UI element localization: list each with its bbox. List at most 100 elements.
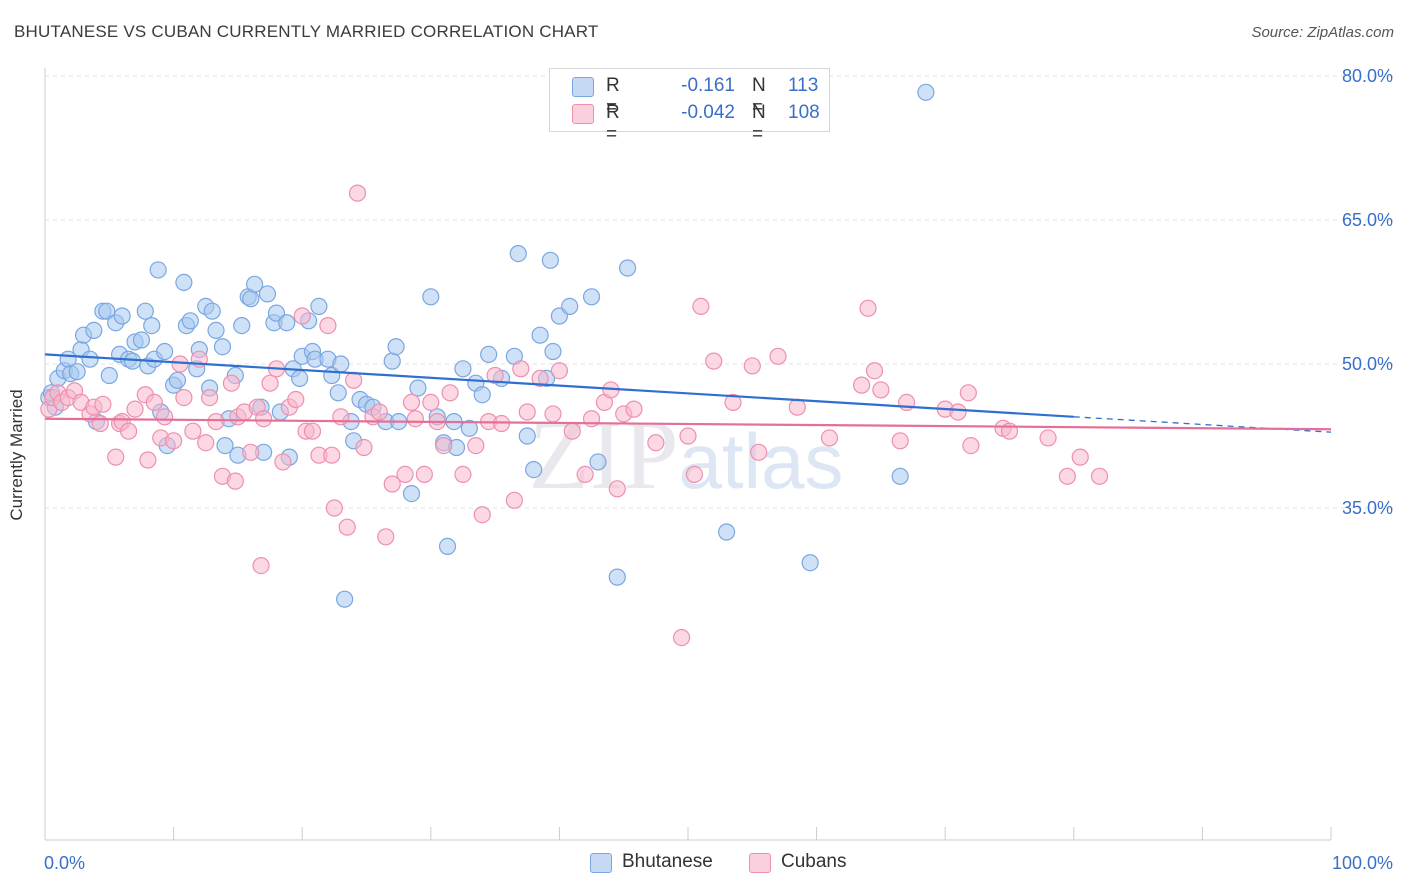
cubans-point bbox=[544, 405, 562, 423]
legend-swatch-cubans bbox=[749, 853, 771, 873]
bhutanese-point bbox=[531, 326, 549, 344]
cubans-point bbox=[94, 395, 112, 413]
bhutanese-point bbox=[387, 338, 405, 356]
bhutanese-point bbox=[383, 352, 401, 370]
cubans-point bbox=[377, 528, 395, 546]
chart-title: BHUTANESE VS CUBAN CURRENTLY MARRIED COR… bbox=[14, 22, 599, 41]
cubans-point bbox=[865, 362, 884, 380]
bhutanese-point bbox=[132, 331, 151, 349]
cubans-point bbox=[625, 400, 643, 418]
cubans-point bbox=[512, 360, 530, 378]
bhutanese-point bbox=[329, 384, 347, 402]
bhutanese-point bbox=[454, 360, 472, 378]
bhutanese-point bbox=[216, 437, 234, 455]
cubans-point bbox=[576, 465, 594, 483]
bhutanese-trend-line bbox=[44, 353, 1074, 418]
cubans-point bbox=[402, 393, 421, 411]
bhutanese-point bbox=[242, 290, 260, 308]
legend-label: Bhutanese bbox=[622, 851, 713, 872]
bhutanese-point bbox=[233, 317, 251, 335]
bhutanese-point bbox=[207, 321, 225, 339]
cubans-point bbox=[325, 499, 343, 517]
cubans-point bbox=[415, 465, 433, 483]
bhutanese-point bbox=[544, 342, 562, 361]
cubans-point bbox=[550, 362, 569, 380]
bhutanese-point bbox=[917, 83, 935, 101]
bhutanese-point bbox=[422, 288, 440, 306]
legend-r-value: -0.042 bbox=[681, 102, 735, 123]
trend-lines bbox=[44, 353, 1332, 433]
bhutanese-point bbox=[561, 297, 579, 315]
cubans-point bbox=[486, 366, 504, 385]
cubans-point bbox=[338, 518, 356, 536]
cubans-trend-line bbox=[44, 417, 1332, 431]
cubans-point bbox=[406, 410, 424, 428]
y-tick-label: 50.0% bbox=[1342, 354, 1393, 374]
y-tick-label: 35.0% bbox=[1342, 498, 1393, 518]
cubans-point bbox=[107, 448, 125, 466]
bhutanese-point bbox=[213, 338, 232, 356]
cubans-point bbox=[872, 381, 890, 399]
cubans-point bbox=[126, 400, 144, 418]
bhutanese-point bbox=[891, 467, 909, 485]
cubans-point bbox=[261, 374, 279, 392]
cubans-point bbox=[743, 357, 761, 375]
bhutanese-point bbox=[618, 259, 637, 277]
cubans-point bbox=[345, 371, 363, 389]
cubans-point bbox=[853, 376, 871, 394]
cubans-point bbox=[293, 307, 311, 325]
legend-label: Cubans bbox=[781, 851, 847, 872]
cubans-point bbox=[91, 414, 109, 433]
bhutanese-point bbox=[175, 273, 193, 291]
cubans-point bbox=[820, 429, 839, 447]
cubans-point bbox=[441, 384, 459, 402]
cubans-point bbox=[608, 480, 626, 498]
cubans-point bbox=[891, 432, 909, 450]
cubans-point bbox=[454, 465, 472, 483]
cubans-point bbox=[679, 427, 697, 445]
legend-swatch-cubans bbox=[572, 104, 594, 124]
bhutanese-point bbox=[509, 245, 527, 263]
cubans-point bbox=[435, 437, 453, 455]
bhutanese-point bbox=[181, 312, 199, 330]
cubans-point bbox=[197, 434, 215, 452]
cubans-point bbox=[962, 437, 980, 455]
cubans-point bbox=[207, 413, 225, 431]
bhutanese-point bbox=[518, 427, 536, 445]
cubans-point bbox=[959, 384, 977, 402]
bhutanese-point bbox=[525, 461, 543, 479]
bhutanese-point bbox=[85, 321, 103, 339]
tick-labels: 35.0% 50.0% 65.0% 80.0% 0.0% 100.0% bbox=[44, 66, 1393, 873]
bhutanese-point bbox=[310, 297, 328, 315]
cubans-point bbox=[242, 443, 260, 461]
watermark-atlas: atlas bbox=[679, 417, 844, 505]
cubans-point bbox=[705, 352, 723, 370]
cubans-point bbox=[175, 389, 193, 407]
cubans-point bbox=[184, 422, 202, 440]
cubans-point bbox=[139, 451, 157, 469]
cubans-point bbox=[672, 628, 691, 647]
cubans-point bbox=[769, 347, 787, 365]
cubans-point bbox=[323, 446, 341, 464]
bhutanese-point bbox=[100, 366, 118, 385]
bhutanese-point bbox=[278, 314, 296, 332]
cubans-point bbox=[396, 465, 414, 483]
cubans-point bbox=[145, 393, 163, 411]
watermark: ZIPatlas bbox=[529, 399, 844, 510]
cubans-point bbox=[724, 393, 742, 411]
bhutanese-point bbox=[409, 379, 427, 397]
bhutanese-point bbox=[203, 302, 221, 320]
bhutanese-point bbox=[717, 523, 736, 541]
source-label: Source: ZipAtlas.com bbox=[1251, 24, 1394, 41]
bhutanese-point bbox=[541, 251, 559, 269]
bhutanese-point bbox=[246, 275, 264, 293]
cubans-point bbox=[165, 432, 183, 450]
cubans-point bbox=[252, 556, 270, 575]
bhutanese-point bbox=[143, 317, 161, 335]
bhutanese-point bbox=[801, 554, 819, 572]
bhutanese-point bbox=[113, 307, 131, 325]
bhutanese-point bbox=[332, 355, 350, 373]
cubans-point bbox=[370, 403, 388, 421]
bhutanese-point bbox=[98, 302, 116, 320]
cubans-point bbox=[505, 491, 523, 509]
